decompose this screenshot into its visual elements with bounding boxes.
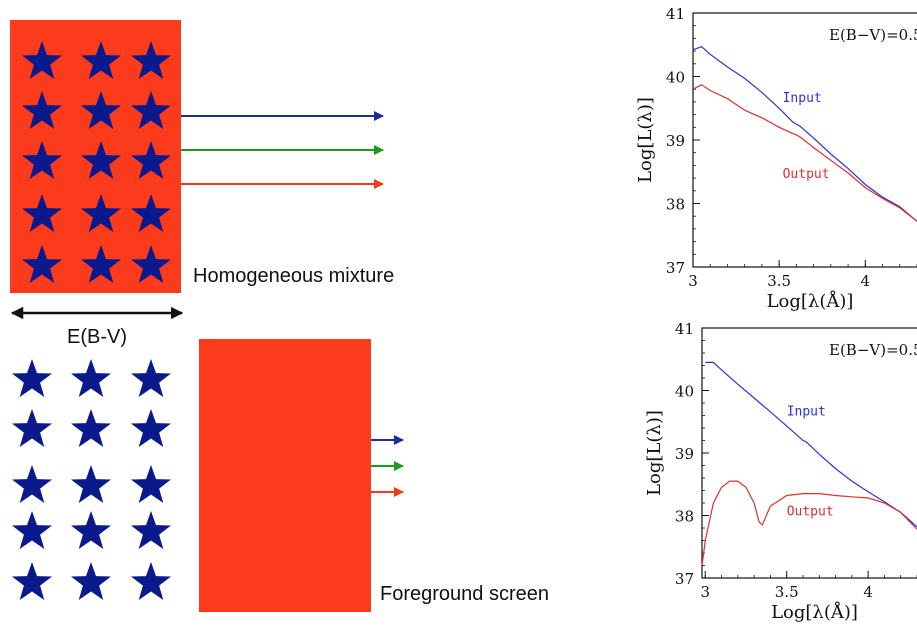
y-tick-label: 40 — [675, 383, 694, 401]
star-icon — [71, 511, 111, 549]
ebv-annotation: E(B−V)=0.5 — [829, 341, 917, 359]
y-tick-label: 41 — [675, 320, 694, 338]
y-tick-label: 38 — [666, 196, 685, 214]
star-icon — [81, 245, 121, 283]
x-tick-label: 3 — [688, 272, 698, 290]
y-tick-label: 37 — [675, 570, 694, 588]
x-tick-label: 3.5 — [775, 583, 799, 601]
star-icon — [12, 465, 52, 503]
star-icon — [131, 359, 171, 397]
y-tick-label: 37 — [666, 259, 685, 277]
x-tick-label: 4 — [863, 583, 873, 601]
series-line-input — [705, 361, 917, 528]
dust-screen — [199, 339, 371, 612]
star-icon — [22, 41, 62, 79]
series-label-output: Output — [787, 505, 834, 520]
star-icon — [71, 465, 111, 503]
series-label-input: Input — [787, 405, 826, 420]
star-icon — [71, 562, 111, 600]
ebv-width-group: E(B-V) — [10, 306, 184, 348]
y-tick-label: 40 — [666, 69, 685, 87]
star-icon — [71, 359, 111, 397]
mixture-stars — [22, 41, 171, 283]
star-icon — [131, 141, 171, 179]
homogeneous-mixture-group: Homogeneous mixture — [10, 20, 394, 293]
star-icon — [12, 409, 52, 447]
star-icon — [81, 41, 121, 79]
y-tick-label: 41 — [666, 5, 685, 23]
star-icon — [131, 91, 171, 129]
x-axis-label: Log[λ(Å)] — [771, 601, 858, 623]
series-line-output — [701, 480, 917, 566]
star-icon — [81, 141, 121, 179]
foreground-screen-group: Foreground screen — [12, 339, 549, 612]
series-label-input: Input — [783, 91, 822, 106]
star-icon — [131, 409, 171, 447]
series-label-output: Output — [783, 167, 830, 182]
spectrum-chart-mixture: 37 38 39 40 41 3 3.5 4 Log[λ(Å)] Log[L(λ)] E(B−V)=… — [635, 5, 917, 312]
plot-frame — [692, 12, 917, 268]
x-axis-label: Log[λ(Å)] — [767, 290, 854, 312]
star-icon — [131, 245, 171, 283]
star-icon — [81, 194, 121, 232]
star-icon — [12, 562, 52, 600]
foreground-stars — [12, 359, 171, 600]
y-axis-label: Log[L(λ)] — [635, 97, 656, 183]
x-tick-label: 3 — [700, 583, 710, 601]
star-icon — [22, 91, 62, 129]
y-tick-label: 38 — [675, 508, 694, 526]
homogeneous-label: Homogeneous mixture — [193, 265, 394, 287]
y-tick-label: 39 — [675, 445, 694, 463]
star-icon — [81, 91, 121, 129]
star-icon — [131, 194, 171, 232]
star-icon — [12, 511, 52, 549]
ebv-label: E(B-V) — [67, 326, 127, 348]
star-icon — [22, 141, 62, 179]
star-icon — [71, 409, 111, 447]
series-line-input — [692, 46, 917, 222]
x-tick-label: 4 — [861, 272, 871, 290]
star-icon — [12, 359, 52, 397]
y-axis-label: Log[L(λ)] — [644, 410, 665, 496]
ebv-annotation: E(B−V)=0.5 — [829, 26, 917, 44]
star-icon — [131, 465, 171, 503]
star-icon — [131, 511, 171, 549]
y-tick-label: 39 — [666, 132, 685, 150]
star-icon — [131, 41, 171, 79]
plot-frame — [701, 327, 917, 579]
star-icon — [22, 245, 62, 283]
spectrum-chart-screen: 37 38 39 40 41 3 3.5 4 Log[λ(Å)] Log[L(λ)] E(B−V)=… — [644, 320, 917, 623]
x-tick-label: 3.5 — [767, 272, 791, 290]
star-icon — [22, 194, 62, 232]
star-icon — [131, 562, 171, 600]
foreground-label: Foreground screen — [380, 583, 549, 605]
series-line-output — [692, 84, 917, 222]
